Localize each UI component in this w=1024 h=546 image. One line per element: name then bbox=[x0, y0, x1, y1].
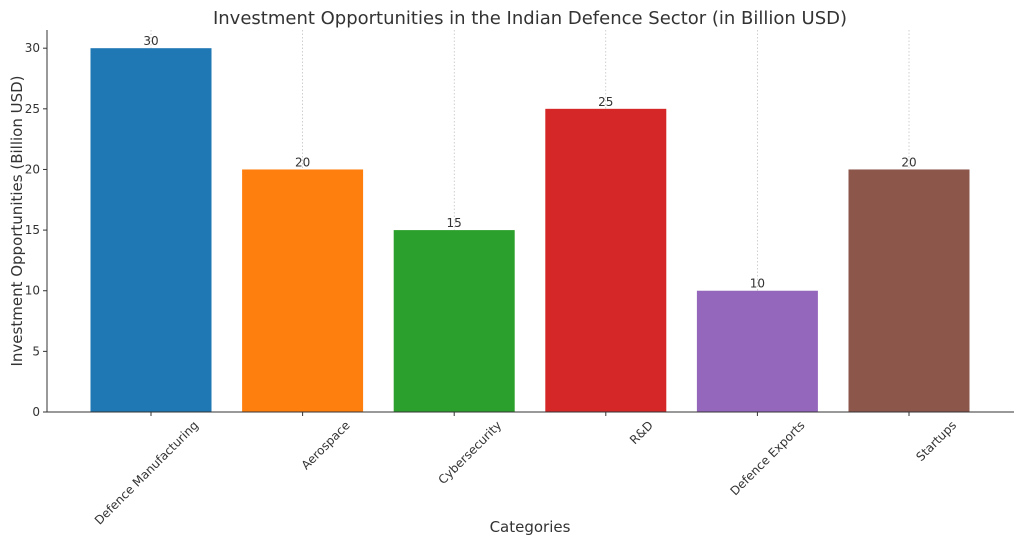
x-tick-label: Aerospace bbox=[299, 418, 353, 472]
data-label: 30 bbox=[143, 34, 158, 48]
y-tick-label: 25 bbox=[25, 102, 40, 116]
bar bbox=[393, 230, 515, 412]
data-label: 20 bbox=[901, 155, 916, 169]
x-axis-ticks: Defence Manufacturing Aerospace Cybersecur… bbox=[92, 412, 959, 527]
x-tick-label: R&D bbox=[627, 418, 656, 447]
data-labels: 30 20 15 25 10 20 bbox=[143, 34, 916, 291]
data-label: 15 bbox=[447, 216, 462, 230]
bar bbox=[545, 108, 667, 413]
bar bbox=[696, 290, 818, 412]
x-tick-label: Startups bbox=[913, 418, 959, 464]
x-tick-label: Cybersecurity bbox=[435, 418, 504, 487]
x-tick-label: Defence Manufacturing bbox=[92, 418, 201, 527]
data-label: 10 bbox=[750, 277, 765, 291]
data-label: 20 bbox=[295, 155, 310, 169]
y-tick-label: 15 bbox=[25, 223, 40, 237]
bars bbox=[90, 48, 970, 413]
y-tick-label: 20 bbox=[25, 162, 40, 176]
x-tick-label: Defence Exports bbox=[727, 418, 807, 498]
data-label: 25 bbox=[598, 95, 613, 109]
y-tick-label: 30 bbox=[25, 41, 40, 55]
y-tick-label: 0 bbox=[32, 405, 40, 419]
y-tick-label: 10 bbox=[25, 284, 40, 298]
bar bbox=[242, 169, 364, 412]
bar bbox=[848, 169, 970, 412]
y-tick-label: 5 bbox=[32, 344, 40, 358]
x-axis-label: Categories bbox=[490, 518, 571, 536]
bar bbox=[90, 48, 212, 412]
y-axis-ticks: 0 5 10 15 20 25 30 bbox=[25, 41, 47, 419]
chart-title: Investment Opportunities in the Indian D… bbox=[213, 8, 847, 29]
y-axis-label: Investment Opportunities (Billion USD) bbox=[8, 75, 26, 366]
